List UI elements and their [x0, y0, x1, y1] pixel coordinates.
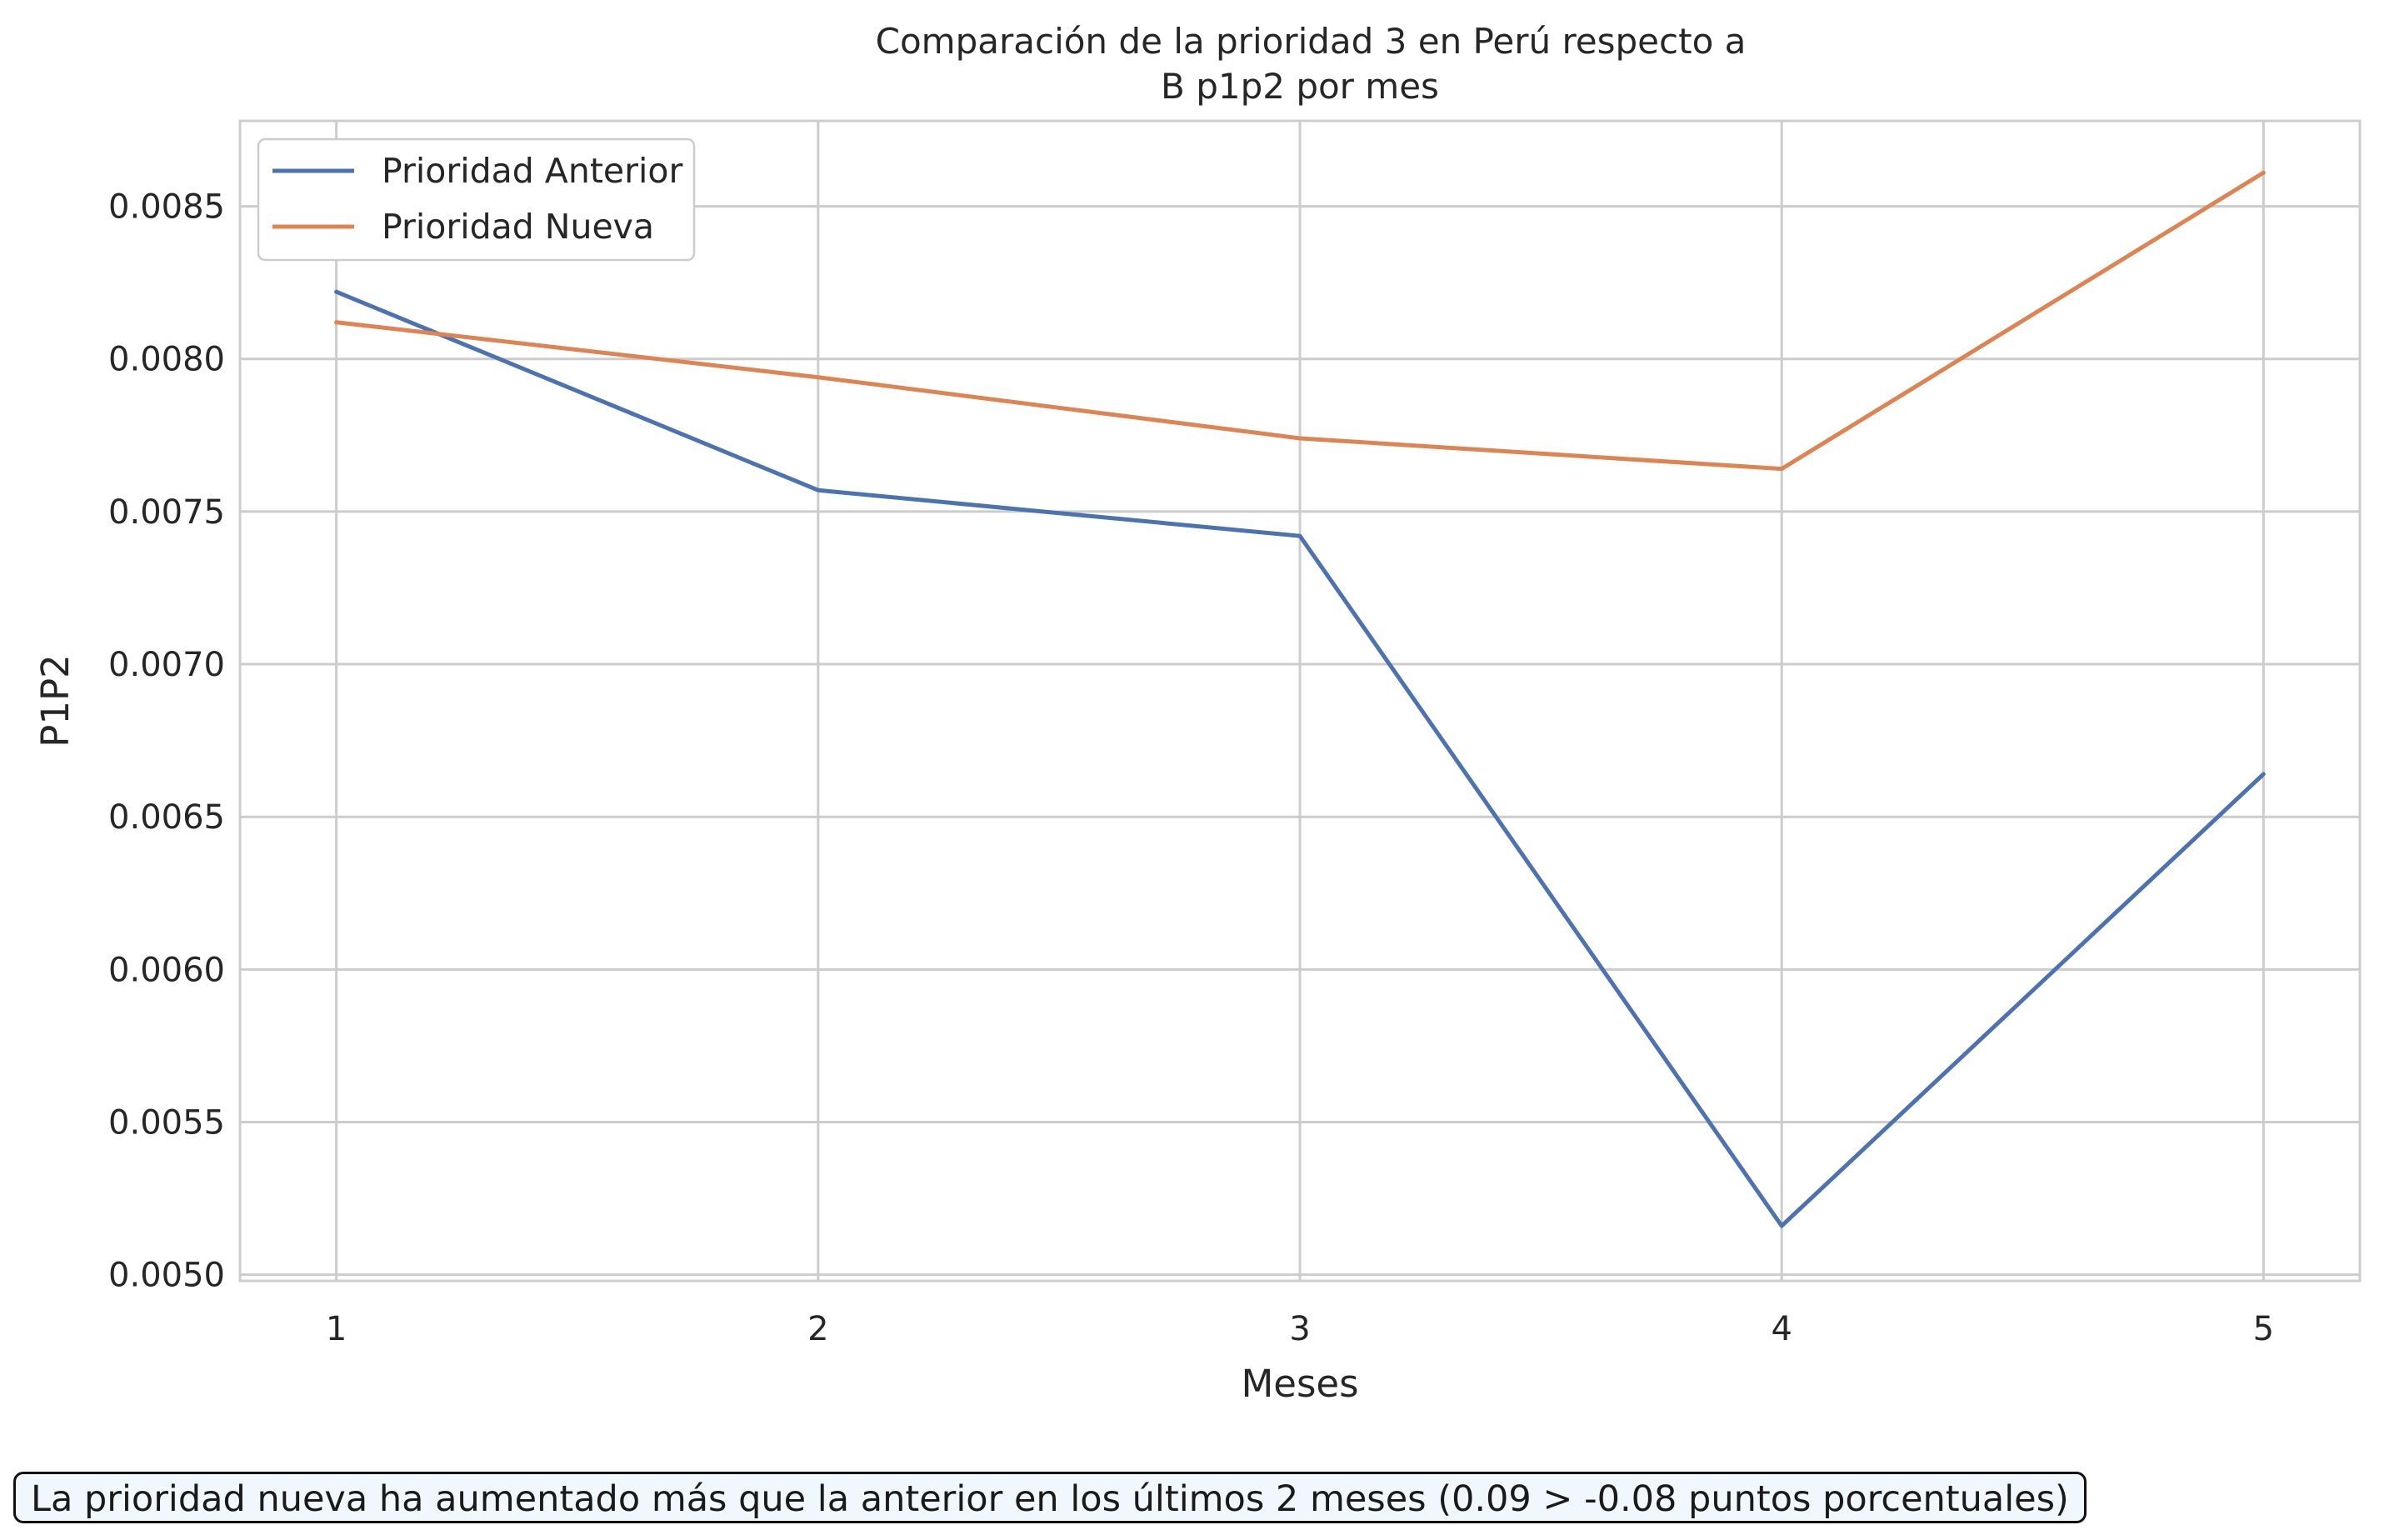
x-tick-label: 1	[326, 1310, 347, 1348]
y-tick-label: 0.0055	[108, 1104, 225, 1142]
y-tick-labels: 0.0050 0.0055 0.0060 0.0065 0.0070 0.0075 0.00…	[108, 188, 225, 1295]
y-tick-label: 0.0065	[108, 798, 225, 837]
legend-label-prioridad-nueva: Prioridad Nueva	[382, 207, 654, 247]
gridlines	[240, 121, 2360, 1281]
legend-label-prioridad-anterior: Prioridad Anterior	[382, 151, 682, 191]
y-tick-label: 0.0085	[108, 188, 225, 227]
legend: Prioridad Anterior Prioridad Nueva	[257, 138, 696, 262]
x-tick-labels: 1 2 3 4 5	[326, 1310, 2274, 1348]
plot-frame	[238, 119, 2362, 1282]
y-tick-label: 0.0060	[108, 951, 225, 989]
x-axis-label: Meses	[1241, 1362, 1358, 1406]
x-tick-label: 3	[1289, 1310, 1310, 1348]
y-tick-label: 0.0070	[108, 646, 225, 684]
series-lines	[334, 170, 2266, 1228]
series-line-prioridad-anterior	[334, 289, 2266, 1228]
legend-box	[257, 138, 696, 262]
y-tick-label: 0.0080	[108, 341, 225, 379]
x-tick-label: 4	[1771, 1310, 1792, 1348]
y-axis-label: P1P2	[33, 654, 77, 748]
series-line-prioridad-nueva	[334, 170, 2266, 472]
annotation-box: La prioridad nueva ha aumentado más que …	[13, 1472, 2087, 1523]
x-tick-label: 2	[807, 1310, 828, 1348]
y-tick-label: 0.0075	[108, 493, 225, 532]
chart-title-line-2: B p1p2 por mes	[1161, 66, 1439, 107]
x-tick-label: 5	[2253, 1310, 2274, 1348]
chart-title-line-1: Comparación de la prioridad 3 en Perú re…	[876, 21, 1747, 62]
y-tick-label: 0.0050	[108, 1257, 225, 1295]
